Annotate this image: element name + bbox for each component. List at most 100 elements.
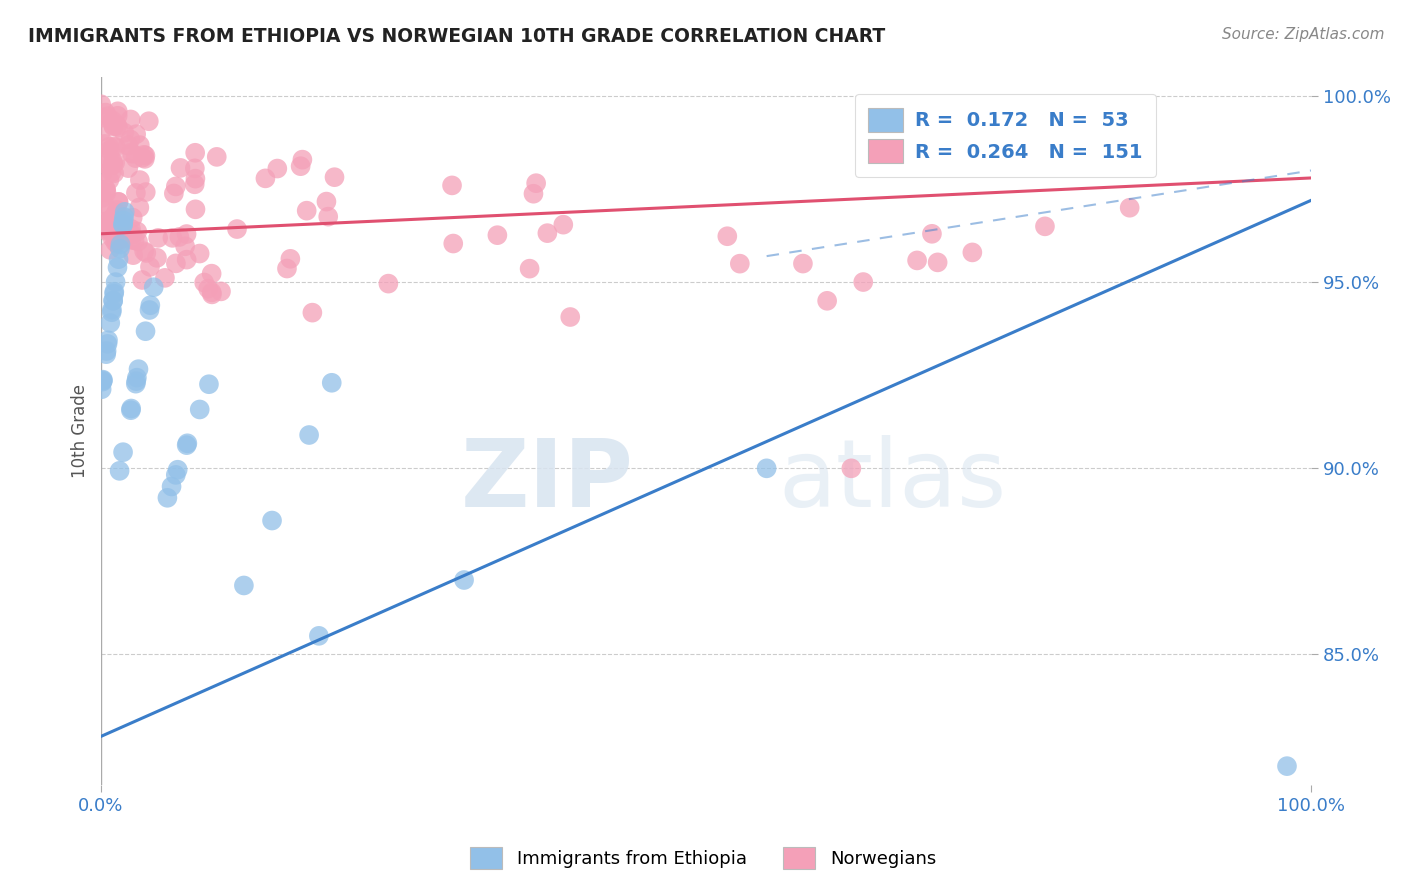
Point <box>127 225 149 239</box>
Point <box>104 235 127 250</box>
Point <box>112 445 135 459</box>
Point <box>96 109 118 123</box>
Point <box>121 211 143 225</box>
Point <box>91 191 114 205</box>
Point <box>553 218 575 232</box>
Point <box>98 140 121 154</box>
Point <box>125 376 148 391</box>
Point <box>108 464 131 478</box>
Point <box>165 179 187 194</box>
Point <box>94 136 117 151</box>
Point <box>120 403 142 417</box>
Point <box>377 277 399 291</box>
Point <box>90 382 112 396</box>
Point <box>105 206 128 220</box>
Point <box>112 213 135 227</box>
Point <box>232 578 254 592</box>
Point <box>114 204 136 219</box>
Point <box>104 219 127 234</box>
Point <box>266 161 288 176</box>
Point <box>260 514 283 528</box>
Point <box>107 194 129 209</box>
Point <box>120 145 142 160</box>
Point <box>921 227 943 241</box>
Point <box>103 139 125 153</box>
Point <box>146 251 169 265</box>
Point <box>98 173 121 187</box>
Point <box>97 333 120 347</box>
Point <box>107 120 129 135</box>
Point <box>91 375 114 389</box>
Point <box>91 373 114 387</box>
Point <box>453 573 475 587</box>
Point <box>94 105 117 120</box>
Point <box>105 119 128 133</box>
Point <box>122 248 145 262</box>
Point <box>135 246 157 260</box>
Point <box>184 202 207 217</box>
Point <box>96 186 118 200</box>
Point <box>110 237 132 252</box>
Point <box>98 224 121 238</box>
Point <box>91 167 114 181</box>
Point <box>128 173 150 187</box>
Point <box>927 255 949 269</box>
Point <box>105 220 128 235</box>
Point <box>94 182 117 196</box>
Point <box>134 148 156 162</box>
Point <box>101 212 124 227</box>
Point <box>107 109 129 123</box>
Point <box>127 362 149 376</box>
Point <box>100 305 122 319</box>
Point <box>96 221 118 235</box>
Point <box>107 232 129 246</box>
Point <box>101 158 124 172</box>
Point <box>841 461 863 475</box>
Point <box>121 146 143 161</box>
Point <box>135 324 157 338</box>
Point <box>105 202 128 217</box>
Point <box>111 232 134 246</box>
Point <box>120 112 142 127</box>
Point <box>120 233 142 247</box>
Point <box>316 210 339 224</box>
Point <box>94 199 117 213</box>
Point <box>112 210 135 224</box>
Point <box>131 273 153 287</box>
Point <box>139 298 162 312</box>
Point <box>104 140 127 154</box>
Point <box>107 219 129 233</box>
Point <box>441 178 464 193</box>
Point <box>107 215 129 229</box>
Point <box>184 161 207 176</box>
Point <box>100 212 122 227</box>
Point <box>105 236 128 251</box>
Point <box>117 161 139 175</box>
Point <box>308 629 330 643</box>
Point <box>108 242 131 256</box>
Point <box>524 176 547 190</box>
Point <box>138 114 160 128</box>
Point <box>103 209 125 223</box>
Point <box>205 150 228 164</box>
Point <box>101 230 124 244</box>
Point <box>107 252 129 267</box>
Text: atlas: atlas <box>779 434 1007 526</box>
Point <box>96 344 118 359</box>
Point <box>536 226 558 240</box>
Point <box>321 376 343 390</box>
Y-axis label: 10th Grade: 10th Grade <box>72 384 89 478</box>
Point <box>188 402 211 417</box>
Point <box>962 245 984 260</box>
Point <box>162 231 184 245</box>
Point <box>139 260 162 274</box>
Point <box>103 119 125 133</box>
Point <box>301 305 323 319</box>
Legend: Immigrants from Ethiopia, Norwegians: Immigrants from Ethiopia, Norwegians <box>461 838 945 879</box>
Point <box>201 287 224 301</box>
Point <box>120 132 142 146</box>
Point <box>101 113 124 128</box>
Point <box>104 155 127 169</box>
Point <box>105 219 128 233</box>
Text: ZIP: ZIP <box>461 434 634 526</box>
